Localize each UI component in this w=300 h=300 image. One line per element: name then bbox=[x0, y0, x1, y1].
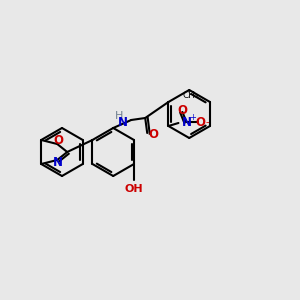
Text: N: N bbox=[182, 116, 191, 128]
Text: O: O bbox=[148, 128, 158, 140]
Text: O: O bbox=[177, 103, 188, 116]
Text: N: N bbox=[53, 157, 63, 169]
Text: -: - bbox=[206, 117, 209, 127]
Text: O: O bbox=[195, 116, 206, 128]
Text: O: O bbox=[53, 134, 63, 148]
Text: CH₃: CH₃ bbox=[183, 92, 200, 100]
Text: +: + bbox=[189, 112, 196, 122]
Text: OH: OH bbox=[125, 184, 143, 194]
Text: H: H bbox=[115, 111, 123, 121]
Text: N: N bbox=[118, 116, 128, 128]
